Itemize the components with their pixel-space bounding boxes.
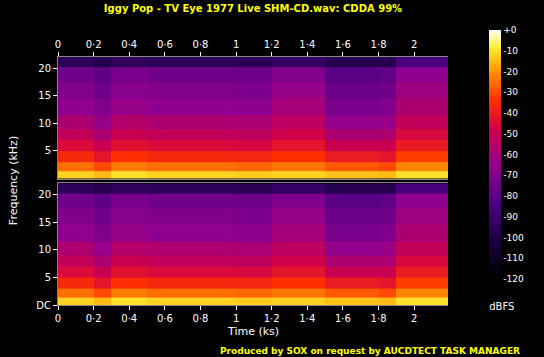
svg-text:dBFS: dBFS [489, 301, 514, 312]
svg-text:-40: -40 [503, 108, 518, 118]
svg-text:0·4: 0·4 [121, 313, 137, 324]
svg-text:15: 15 [38, 90, 51, 101]
svg-text:DC: DC [36, 300, 51, 311]
svg-text:-90: -90 [503, 212, 518, 222]
svg-text:0: 0 [55, 39, 61, 50]
svg-text:1·8: 1·8 [371, 313, 387, 324]
svg-text:-110: -110 [503, 253, 524, 263]
svg-text:-120: -120 [503, 274, 524, 284]
svg-text:Produced by SOX on request by: Produced by SOX on request by AUCDTECT T… [220, 346, 520, 356]
svg-text:0·6: 0·6 [157, 39, 173, 50]
svg-text:1·6: 1·6 [335, 313, 351, 324]
svg-text:0·6: 0·6 [157, 313, 173, 324]
svg-text:-50: -50 [503, 129, 518, 139]
svg-text:10: 10 [38, 118, 51, 129]
svg-text:5: 5 [45, 145, 51, 156]
svg-text:Time (ks): Time (ks) [227, 325, 279, 338]
svg-text:Frequency (kHz): Frequency (kHz) [7, 136, 20, 225]
svg-text:15: 15 [38, 217, 51, 228]
svg-text:-80: -80 [503, 191, 518, 201]
svg-text:1·2: 1·2 [264, 313, 280, 324]
svg-text:1·2: 1·2 [264, 39, 280, 50]
svg-text:5: 5 [45, 272, 51, 283]
svg-text:10: 10 [38, 244, 51, 255]
svg-text:1·4: 1·4 [299, 313, 315, 324]
svg-text:20: 20 [38, 63, 51, 74]
svg-text:-10: -10 [503, 46, 518, 56]
svg-text:0·2: 0·2 [86, 39, 102, 50]
svg-text:0·8: 0·8 [193, 313, 209, 324]
svg-text:2: 2 [411, 313, 417, 324]
svg-text:-100: -100 [503, 233, 524, 243]
svg-text:20: 20 [38, 189, 51, 200]
svg-text:Iggy Pop - TV Eye 1977 Live SH: Iggy Pop - TV Eye 1977 Live SHM-CD.wav: … [104, 3, 402, 14]
svg-text:+0: +0 [503, 25, 517, 35]
svg-text:1·8: 1·8 [371, 39, 387, 50]
svg-text:-20: -20 [503, 67, 518, 77]
svg-text:1: 1 [233, 39, 239, 50]
svg-text:1·6: 1·6 [335, 39, 351, 50]
svg-text:1·4: 1·4 [299, 39, 315, 50]
svg-text:-70: -70 [503, 170, 518, 180]
svg-text:0·4: 0·4 [121, 39, 137, 50]
svg-text:0·8: 0·8 [193, 39, 209, 50]
svg-text:1: 1 [233, 313, 239, 324]
svg-text:0: 0 [55, 313, 61, 324]
svg-text:0·2: 0·2 [86, 313, 102, 324]
svg-text:-60: -60 [503, 150, 518, 160]
svg-text:-30: -30 [503, 87, 518, 97]
svg-text:2: 2 [411, 39, 417, 50]
